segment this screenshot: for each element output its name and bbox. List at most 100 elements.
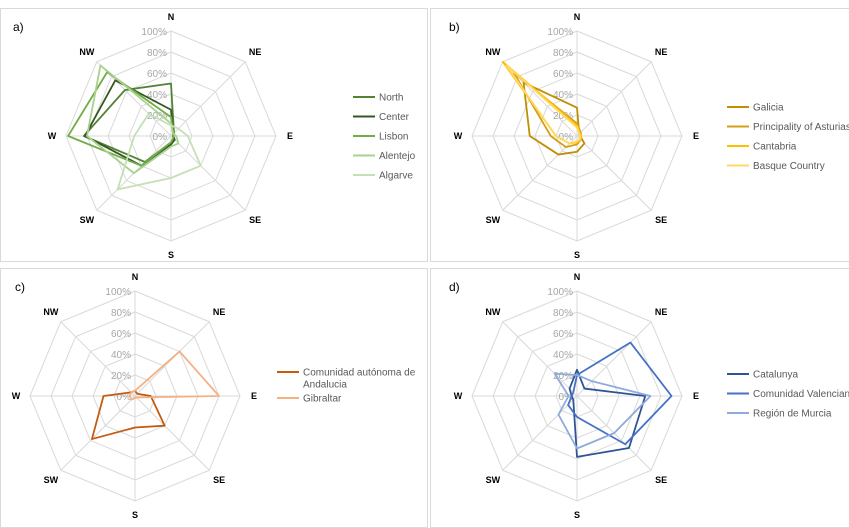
panel-label: a) bbox=[13, 20, 24, 34]
panel-label: d) bbox=[449, 280, 460, 294]
grid-spoke bbox=[502, 395, 578, 471]
legend-label: Gibraltar bbox=[303, 394, 342, 405]
direction-label-s: S bbox=[132, 510, 138, 520]
direction-label-se: SE bbox=[655, 475, 667, 485]
direction-label-w: W bbox=[48, 131, 57, 141]
direction-label-ne: NE bbox=[249, 47, 262, 57]
radar-chart-svg: c) 0% 20% 40% 60% 80% 100%N NE E SE S SW W NW Comunida… bbox=[12, 272, 416, 520]
legend-label: Región de Murcia bbox=[753, 409, 832, 420]
direction-label-n: N bbox=[574, 12, 581, 22]
tick-label: 60% bbox=[111, 329, 131, 340]
direction-label-ne: NE bbox=[655, 47, 668, 57]
legend-label: Catalunya bbox=[753, 370, 798, 381]
direction-label-nw: NW bbox=[485, 47, 500, 57]
direction-label-w: W bbox=[454, 391, 463, 401]
tick-label: 0% bbox=[559, 132, 574, 143]
direction-label-se: SE bbox=[655, 215, 667, 225]
direction-label-sw: SW bbox=[486, 475, 501, 485]
grid-spoke bbox=[576, 135, 652, 211]
direction-label-nw: NW bbox=[43, 307, 58, 317]
radar-panel-d: d) 0% 20% 40% 60% 80% 100% N NE E SE S SW W NW Cataluny… bbox=[430, 268, 849, 528]
series-line-3 bbox=[505, 64, 582, 145]
tick-label: 0% bbox=[153, 132, 168, 143]
tick-label: 80% bbox=[147, 48, 167, 59]
legend-label: North bbox=[379, 93, 403, 104]
legend-label: Galicia bbox=[753, 103, 784, 114]
grid-spoke bbox=[576, 321, 652, 397]
direction-label-w: W bbox=[454, 131, 463, 141]
direction-label-se: SE bbox=[213, 475, 225, 485]
series-line-1 bbox=[567, 341, 673, 446]
direction-label-s: S bbox=[574, 250, 580, 260]
direction-label-se: SE bbox=[249, 215, 261, 225]
direction-label-sw: SW bbox=[80, 215, 95, 225]
direction-label-e: E bbox=[693, 131, 699, 141]
tick-label: 100% bbox=[547, 287, 573, 298]
legend-label: Comunidad Valenciana bbox=[753, 389, 849, 400]
grid-spoke bbox=[502, 321, 578, 397]
legend-label: Lisbon bbox=[379, 132, 408, 143]
direction-label-ne: NE bbox=[655, 307, 668, 317]
direction-label-n: N bbox=[168, 12, 175, 22]
grid-spoke bbox=[60, 395, 136, 471]
series-line-2 bbox=[553, 372, 652, 450]
radar-panel-b: b) 0% 20% 40% 60% 80% 100% N NE E SE S SW W NW Galicia P… bbox=[430, 8, 849, 262]
tick-label: 60% bbox=[553, 69, 573, 80]
grid-spoke bbox=[576, 61, 652, 137]
panel-label: c) bbox=[15, 280, 25, 294]
direction-label-sw: SW bbox=[44, 475, 59, 485]
radar-panel-c: c) 0% 20% 40% 60% 80% 100% N NE E SE S SW W NW Comunida… bbox=[0, 268, 428, 528]
tick-label: 100% bbox=[547, 27, 573, 38]
grid-spoke bbox=[134, 395, 210, 471]
tick-label: 20% bbox=[147, 111, 167, 122]
tick-label: 60% bbox=[553, 329, 573, 340]
tick-label: 40% bbox=[553, 90, 573, 101]
legend-label: Center bbox=[379, 112, 410, 123]
grid-spoke bbox=[170, 135, 246, 211]
direction-label-nw: NW bbox=[79, 47, 94, 57]
direction-label-ne: NE bbox=[213, 307, 226, 317]
grid-spoke bbox=[60, 321, 136, 397]
series-line-0 bbox=[91, 389, 166, 440]
direction-label-n: N bbox=[132, 272, 139, 282]
legend-label: Basque Country bbox=[753, 161, 825, 172]
direction-label-e: E bbox=[287, 131, 293, 141]
direction-label-sw: SW bbox=[486, 215, 501, 225]
tick-label: 20% bbox=[111, 371, 131, 382]
legend-label: Principality of Asturias bbox=[753, 122, 849, 133]
tick-label: 100% bbox=[105, 287, 131, 298]
panel-label: b) bbox=[449, 20, 460, 34]
direction-label-s: S bbox=[574, 510, 580, 520]
tick-label: 20% bbox=[553, 371, 573, 382]
tick-label: 80% bbox=[553, 308, 573, 319]
direction-label-e: E bbox=[251, 391, 257, 401]
tick-label: 80% bbox=[553, 48, 573, 59]
tick-label: 40% bbox=[147, 90, 167, 101]
direction-label-w: W bbox=[12, 391, 21, 401]
grid-spoke bbox=[502, 135, 578, 211]
tick-label: 40% bbox=[553, 350, 573, 361]
tick-label: 100% bbox=[141, 27, 167, 38]
tick-label: 80% bbox=[111, 308, 131, 319]
direction-label-s: S bbox=[168, 250, 174, 260]
series-line-0 bbox=[568, 368, 647, 458]
tick-label: 60% bbox=[147, 69, 167, 80]
tick-label: 40% bbox=[111, 350, 131, 361]
direction-label-e: E bbox=[693, 391, 699, 401]
series-line-4 bbox=[116, 112, 202, 191]
tick-label: 0% bbox=[117, 392, 132, 403]
radar-chart-svg: b)0%20%40%60%80%100%NNEESESSWWNWGaliciaP… bbox=[449, 12, 849, 260]
legend-label: Algarve bbox=[379, 171, 413, 182]
series-line-1 bbox=[128, 350, 220, 401]
series-line-3 bbox=[86, 64, 180, 175]
direction-label-nw: NW bbox=[485, 307, 500, 317]
legend-label: Alentejo bbox=[379, 151, 416, 162]
legend-label: Cantabria bbox=[753, 142, 797, 153]
radar-panel-a: a) 0% 20% 40% 60% 80% 100% N NE E SE S SW W NW North Cen… bbox=[0, 8, 428, 262]
direction-label-n: N bbox=[574, 272, 581, 282]
tick-label: 0% bbox=[559, 392, 574, 403]
radar-chart-svg: a) 0% 20% 40% 60% 80% 100%N NE E SE S SW W NW North Cen… bbox=[13, 12, 416, 260]
legend-label: Comunidad autónoma de Andalucia bbox=[303, 368, 416, 391]
grid-spoke bbox=[170, 61, 246, 137]
radar-chart-svg: d) 0% 20% 40% 60% 80% 100%N NE E SE S SW W NW Cataluny… bbox=[449, 272, 849, 520]
